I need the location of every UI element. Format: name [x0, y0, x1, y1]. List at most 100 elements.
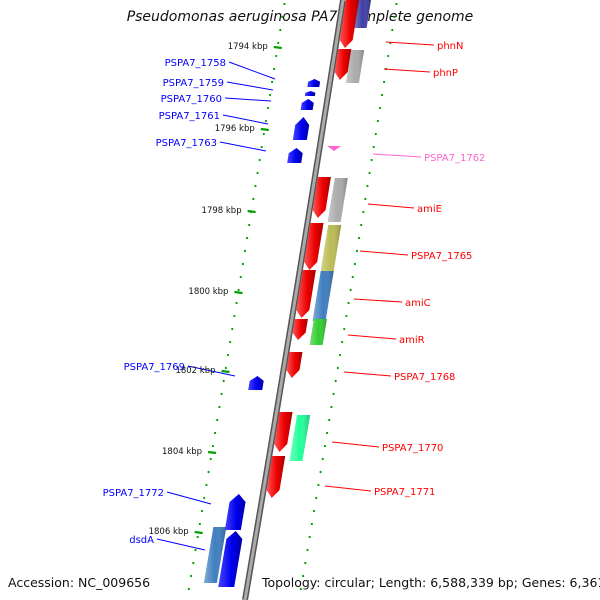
guide-dot — [283, 2, 286, 6]
reverse-gene-arrow — [292, 117, 310, 140]
label-leader-line — [187, 365, 236, 377]
guide-dot — [380, 93, 384, 97]
guide-dot — [268, 93, 272, 97]
guide-dot — [281, 15, 284, 19]
guide-dot — [220, 392, 223, 396]
guide-dot — [372, 145, 375, 149]
kbp-label: 1798 kbp — [202, 206, 242, 216]
guide-dot — [343, 327, 346, 331]
guide-dot — [334, 379, 337, 383]
guide-dot — [328, 418, 331, 422]
domain-bar-shade — [289, 415, 311, 461]
guide-dot — [229, 340, 232, 344]
guide-dot — [370, 158, 373, 162]
reverse-gene-arrow — [307, 79, 321, 87]
guide-dot — [345, 314, 348, 318]
guide-dot — [378, 106, 382, 110]
guide-dot — [364, 197, 367, 201]
forward-gene-arrow — [296, 270, 316, 318]
guide-dot — [194, 548, 197, 552]
guide-dot — [273, 67, 276, 71]
gene-label[interactable]: PSPA7_1763 — [156, 138, 217, 149]
gene-label[interactable]: phnP — [433, 68, 458, 79]
topology-text: Topology: circular; Length: 6,588,339 bp… — [262, 575, 600, 590]
label-leader-line — [228, 61, 276, 80]
gene-label[interactable]: PSPA7_1759 — [163, 78, 224, 89]
label-leader-line — [219, 141, 267, 152]
guide-dot — [349, 288, 352, 292]
kbp-label: 1804 kbp — [162, 447, 202, 457]
gene-label[interactable]: PSPA7_1772 — [103, 488, 164, 499]
guide-dot — [299, 587, 302, 591]
gene-label[interactable]: amiE — [417, 204, 442, 215]
label-leader-line — [324, 485, 372, 492]
guide-dot — [241, 262, 244, 266]
guide-dot — [391, 28, 394, 32]
guide-dot — [312, 509, 316, 513]
reverse-gene-arrow — [304, 91, 316, 96]
gene-label[interactable]: PSPA7_1760 — [161, 94, 222, 105]
gene-label[interactable]: PSPA7_1769 — [124, 362, 185, 373]
guide-dot — [355, 249, 359, 253]
gene-label[interactable]: PSPA7_1765 — [411, 251, 472, 262]
guide-dot — [187, 587, 190, 591]
kbp-label: 1794 kbp — [228, 42, 268, 52]
gene-label[interactable]: phnN — [437, 41, 464, 52]
label-leader-line — [343, 371, 392, 377]
guide-dot — [301, 574, 305, 578]
gene-label[interactable]: PSPA7_1761 — [159, 111, 220, 122]
guide-dot — [252, 197, 255, 201]
reverse-gene-arrow — [224, 494, 246, 530]
guide-dot — [216, 418, 219, 422]
guide-dot — [323, 444, 327, 448]
domain-bar-shade — [320, 225, 342, 271]
forward-gene-arrow — [274, 412, 293, 452]
label-leader-line — [156, 538, 206, 551]
guide-dot — [205, 483, 208, 487]
guide-dot — [270, 80, 274, 84]
kbp-tick — [221, 369, 230, 374]
guide-dot — [347, 301, 350, 305]
forward-gene-arrow — [339, 0, 359, 48]
guide-dot — [357, 236, 361, 240]
gene-label[interactable]: PSPA7_1758 — [165, 58, 226, 69]
guide-dot — [218, 405, 221, 409]
reverse-gene-arrow — [218, 531, 243, 587]
gene-label[interactable]: PSPA7_1771 — [374, 487, 435, 498]
guide-dot — [245, 236, 249, 240]
gene-label[interactable]: amiC — [405, 298, 431, 309]
guide-dot — [338, 353, 342, 357]
gene-label[interactable]: PSPA7_1762 — [424, 153, 485, 164]
kbp-label: 1796 kbp — [215, 124, 255, 134]
guide-dot — [325, 431, 329, 435]
guide-dot — [330, 405, 333, 409]
guide-dot — [366, 184, 369, 188]
forward-gene-arrow — [312, 177, 331, 218]
label-leader-line — [222, 114, 269, 125]
label-leader-line — [224, 97, 272, 102]
gene-label[interactable]: PSPA7_1768 — [394, 372, 455, 383]
guide-dot — [260, 145, 263, 149]
label-leader-line — [385, 41, 435, 46]
guide-dot — [304, 561, 307, 565]
guide-dot — [262, 132, 265, 136]
reverse-gene-arrow — [300, 99, 314, 110]
guide-dot — [353, 262, 356, 266]
guide-dot — [235, 301, 238, 305]
domain-bar-shade — [353, 0, 371, 28]
guide-dot — [203, 496, 206, 500]
label-leader-line — [372, 153, 422, 158]
gene-label[interactable]: PSPA7_1770 — [382, 443, 443, 454]
label-leader-line — [331, 441, 380, 448]
guide-dot — [239, 275, 242, 279]
guide-dot — [264, 119, 267, 123]
gene-label[interactable]: dsdA — [129, 535, 154, 546]
guide-dot — [200, 509, 204, 513]
domain-bar-shade — [345, 50, 365, 83]
guide-dot — [275, 54, 278, 58]
gene-label[interactable]: amiR — [399, 335, 425, 346]
label-leader-line — [367, 203, 415, 209]
guide-dot — [279, 28, 282, 32]
guide-dot — [362, 210, 365, 214]
label-leader-line — [353, 298, 403, 303]
